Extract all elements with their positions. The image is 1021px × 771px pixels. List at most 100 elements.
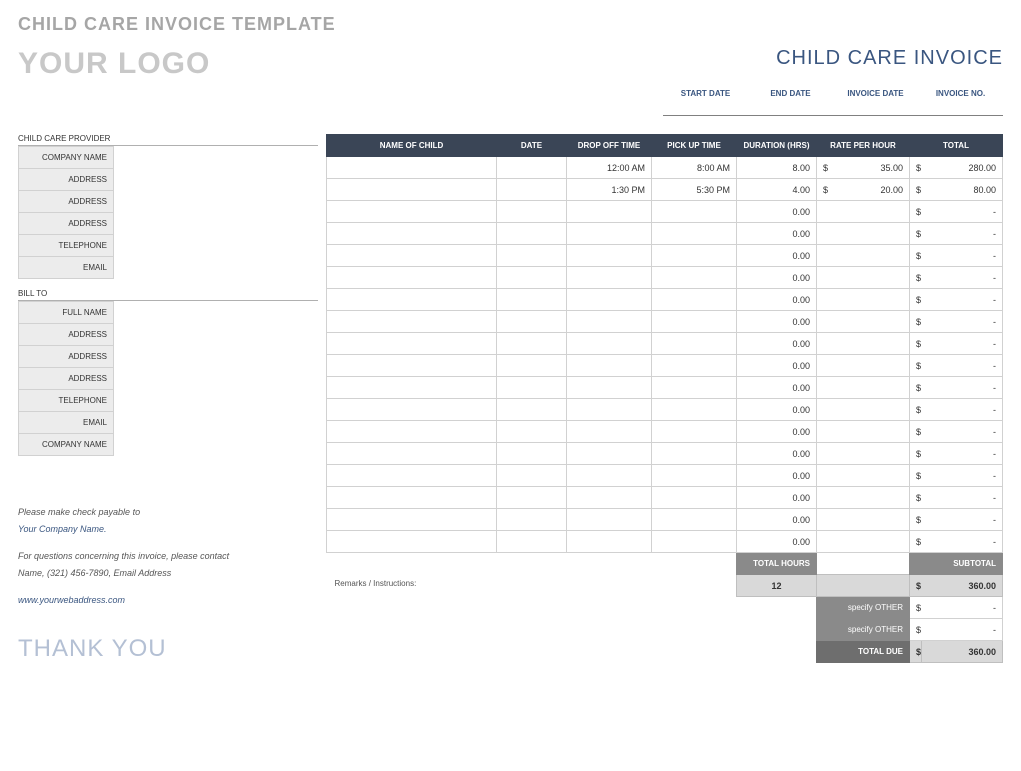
cell-rate-symbol[interactable] xyxy=(817,355,829,377)
cell-pickup[interactable] xyxy=(652,377,737,399)
note-web[interactable]: www.yourwebaddress.com xyxy=(18,592,318,609)
cell-name[interactable] xyxy=(327,399,497,421)
cell-duration[interactable]: 0.00 xyxy=(737,245,817,267)
info-value[interactable] xyxy=(114,324,318,346)
cell-pickup[interactable] xyxy=(652,487,737,509)
cell-total[interactable]: - xyxy=(922,333,1003,355)
cell-total[interactable]: - xyxy=(922,355,1003,377)
cell-total-symbol[interactable]: $ xyxy=(910,421,922,443)
cell-total[interactable]: - xyxy=(922,245,1003,267)
cell-rate-symbol[interactable] xyxy=(817,465,829,487)
cell-rate-symbol[interactable] xyxy=(817,377,829,399)
meta-invoice-no-value[interactable] xyxy=(918,102,1003,116)
meta-invoice-date-value[interactable] xyxy=(833,102,918,116)
cell-total-symbol[interactable]: $ xyxy=(910,267,922,289)
cell-name[interactable] xyxy=(327,487,497,509)
cell-duration[interactable]: 0.00 xyxy=(737,333,817,355)
cell-date[interactable] xyxy=(497,355,567,377)
cell-total[interactable]: - xyxy=(922,311,1003,333)
cell-dropoff[interactable] xyxy=(567,289,652,311)
cell-name[interactable] xyxy=(327,223,497,245)
cell-dropoff[interactable] xyxy=(567,531,652,553)
meta-start-date-value[interactable] xyxy=(663,102,748,116)
info-value[interactable] xyxy=(114,434,318,456)
cell-rate[interactable] xyxy=(829,267,910,289)
cell-dropoff[interactable] xyxy=(567,399,652,421)
cell-pickup[interactable]: 8:00 AM xyxy=(652,157,737,179)
cell-name[interactable] xyxy=(327,377,497,399)
cell-duration[interactable]: 4.00 xyxy=(737,179,817,201)
cell-total[interactable]: - xyxy=(922,289,1003,311)
info-value[interactable] xyxy=(114,213,318,235)
cell-rate-symbol[interactable] xyxy=(817,289,829,311)
cell-duration[interactable]: 0.00 xyxy=(737,443,817,465)
cell-duration[interactable]: 0.00 xyxy=(737,355,817,377)
info-value[interactable] xyxy=(114,257,318,279)
cell-date[interactable] xyxy=(497,157,567,179)
cell-total[interactable]: - xyxy=(922,223,1003,245)
cell-total-symbol[interactable]: $ xyxy=(910,157,922,179)
cell-total-symbol[interactable]: $ xyxy=(910,377,922,399)
info-value[interactable] xyxy=(114,368,318,390)
cell-dropoff[interactable] xyxy=(567,509,652,531)
cell-rate-symbol[interactable] xyxy=(817,443,829,465)
cell-date[interactable] xyxy=(497,179,567,201)
cell-dropoff[interactable]: 12:00 AM xyxy=(567,157,652,179)
cell-pickup[interactable] xyxy=(652,443,737,465)
cell-date[interactable] xyxy=(497,311,567,333)
cell-duration[interactable]: 0.00 xyxy=(737,487,817,509)
cell-dropoff[interactable] xyxy=(567,311,652,333)
cell-rate-symbol[interactable] xyxy=(817,201,829,223)
cell-pickup[interactable] xyxy=(652,223,737,245)
cell-total[interactable]: 280.00 xyxy=(922,157,1003,179)
cell-name[interactable] xyxy=(327,465,497,487)
cell-total[interactable]: - xyxy=(922,421,1003,443)
cell-duration[interactable]: 0.00 xyxy=(737,531,817,553)
cell-date[interactable] xyxy=(497,223,567,245)
info-value[interactable] xyxy=(114,191,318,213)
cell-dropoff[interactable] xyxy=(567,465,652,487)
cell-total-symbol[interactable]: $ xyxy=(910,355,922,377)
cell-duration[interactable]: 8.00 xyxy=(737,157,817,179)
cell-rate[interactable] xyxy=(829,355,910,377)
cell-name[interactable] xyxy=(327,179,497,201)
cell-total-symbol[interactable]: $ xyxy=(910,487,922,509)
cell-rate[interactable] xyxy=(829,311,910,333)
cell-total-symbol[interactable]: $ xyxy=(910,333,922,355)
cell-total-symbol[interactable]: $ xyxy=(910,443,922,465)
cell-pickup[interactable] xyxy=(652,201,737,223)
cell-date[interactable] xyxy=(497,377,567,399)
cell-total[interactable]: - xyxy=(922,399,1003,421)
cell-date[interactable] xyxy=(497,465,567,487)
cell-rate-symbol[interactable] xyxy=(817,399,829,421)
cell-rate[interactable] xyxy=(829,465,910,487)
cell-rate[interactable] xyxy=(829,421,910,443)
cell-rate[interactable] xyxy=(829,245,910,267)
cell-rate[interactable] xyxy=(829,531,910,553)
cell-rate[interactable] xyxy=(829,333,910,355)
info-value[interactable] xyxy=(114,390,318,412)
cell-total-symbol[interactable]: $ xyxy=(910,223,922,245)
cell-rate[interactable]: 20.00 xyxy=(829,179,910,201)
cell-date[interactable] xyxy=(497,509,567,531)
cell-rate[interactable]: 35.00 xyxy=(829,157,910,179)
cell-rate-symbol[interactable] xyxy=(817,421,829,443)
cell-pickup[interactable] xyxy=(652,421,737,443)
cell-rate-symbol[interactable] xyxy=(817,333,829,355)
cell-rate-symbol[interactable] xyxy=(817,267,829,289)
cell-name[interactable] xyxy=(327,355,497,377)
cell-duration[interactable]: 0.00 xyxy=(737,311,817,333)
cell-date[interactable] xyxy=(497,201,567,223)
cell-name[interactable] xyxy=(327,443,497,465)
cell-dropoff[interactable] xyxy=(567,267,652,289)
cell-pickup[interactable] xyxy=(652,333,737,355)
cell-total-symbol[interactable]: $ xyxy=(910,311,922,333)
cell-date[interactable] xyxy=(497,289,567,311)
cell-date[interactable] xyxy=(497,245,567,267)
cell-name[interactable] xyxy=(327,201,497,223)
cell-name[interactable] xyxy=(327,509,497,531)
cell-dropoff[interactable] xyxy=(567,377,652,399)
cell-duration[interactable]: 0.00 xyxy=(737,421,817,443)
cell-rate[interactable] xyxy=(829,509,910,531)
cell-total[interactable]: - xyxy=(922,443,1003,465)
